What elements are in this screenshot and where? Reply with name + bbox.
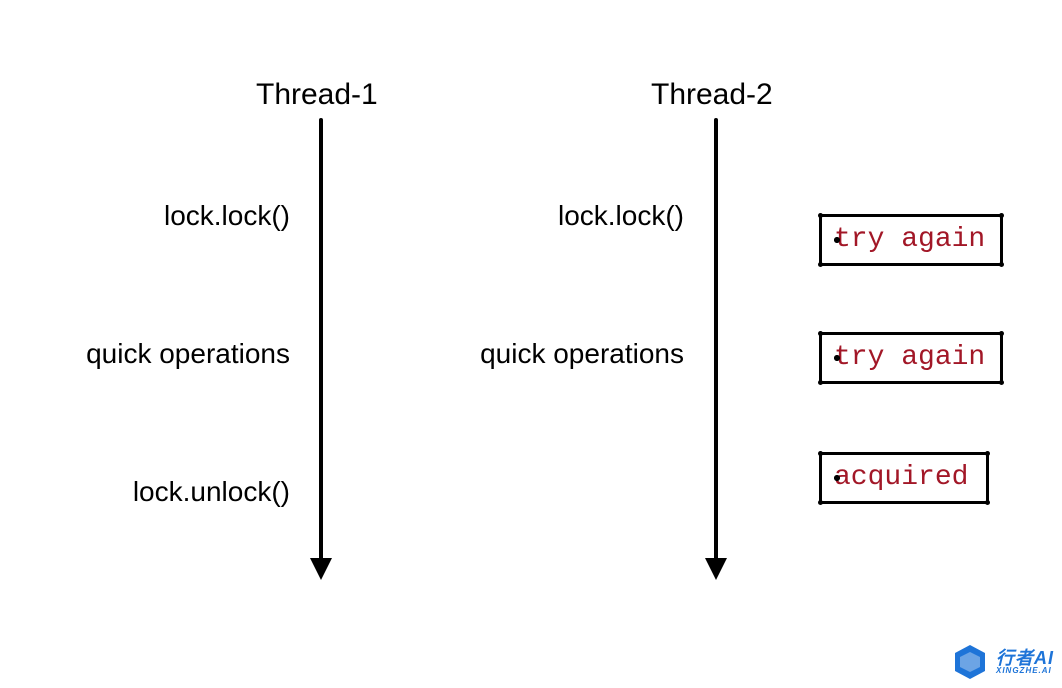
thread-2-step-0: lock.lock() (558, 200, 684, 232)
thread-2-title: Thread-2 (651, 78, 773, 112)
diagram-canvas: Thread-1 lock.lock() quick operations lock.… (0, 0, 1062, 688)
brand-logo: 行者AIXINGZHE.AI (950, 642, 1054, 682)
logo-text-en: XINGZHE.AI (996, 667, 1054, 675)
thread-1-step-2: lock.unlock() (133, 476, 290, 508)
thread-1-title: Thread-1 (256, 78, 378, 112)
thread-2-status-box-2: acquired (819, 452, 989, 504)
thread-2-status-box-0: try again (819, 214, 1003, 266)
thread-1-step-0: lock.lock() (164, 200, 290, 232)
hexagon-icon (950, 642, 990, 682)
thread-2-status-box-1: try again (819, 332, 1003, 384)
thread-2-step-1: quick operations (480, 338, 684, 370)
thread-1-step-1: quick operations (86, 338, 290, 370)
logo-text-cn: 行者AI (996, 649, 1054, 667)
